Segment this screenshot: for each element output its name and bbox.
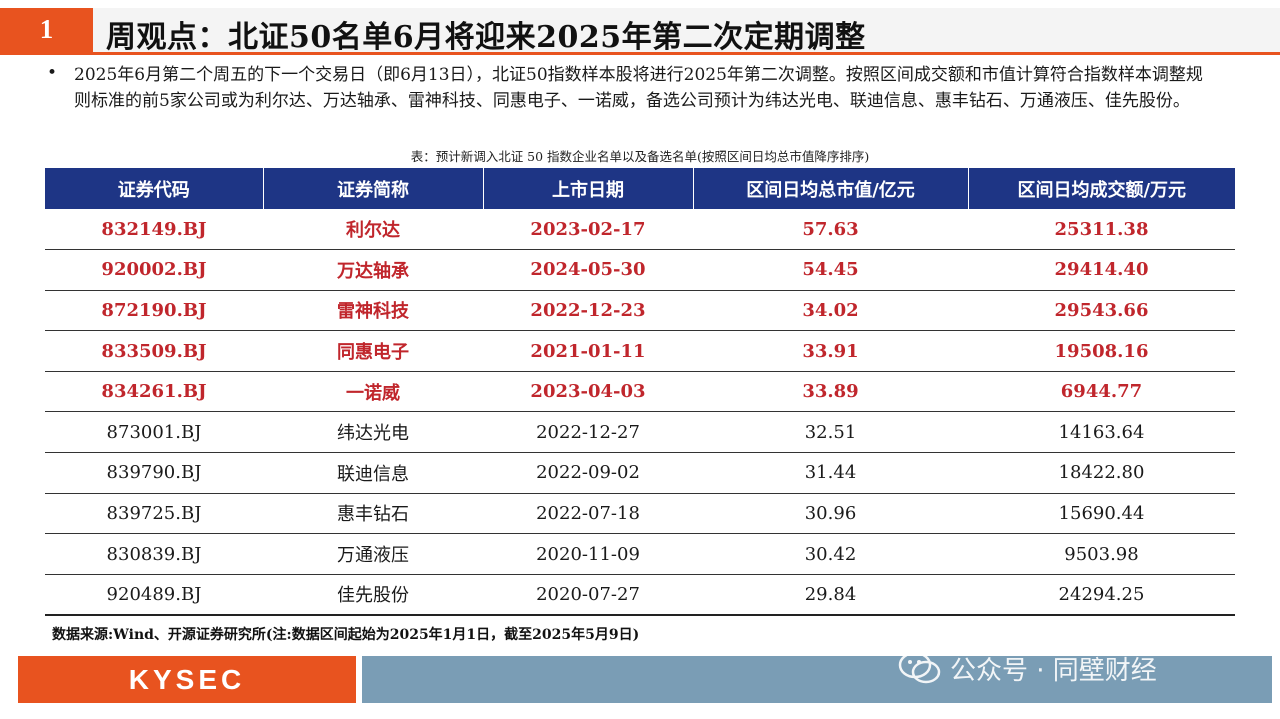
- cell-name: 联迪信息: [263, 452, 483, 494]
- footer-band: [362, 656, 1272, 703]
- header-turnover: 区间日均成交额/万元: [968, 168, 1235, 209]
- table-row: 873001.BJ 纬达光电 2022-12-27 32.51 14163.64: [45, 411, 1235, 454]
- table-caption: 表：预计新调入北证 50 指数企业名单以及备选名单(按照区间日均总市值降序排序): [410, 149, 870, 164]
- cell-code: 834261.BJ: [45, 371, 263, 413]
- cell-market-cap: 29.84: [693, 574, 968, 616]
- cell-market-cap: 31.44: [693, 452, 968, 494]
- table-row: 839790.BJ 联迪信息 2022-09-02 31.44 18422.80: [45, 452, 1235, 494]
- cell-name: 一诺威: [263, 371, 483, 413]
- cell-turnover: 18422.80: [968, 452, 1235, 494]
- page-header: 1 周观点：北证50名单6月将迎来2025年第二次定期调整: [0, 0, 1280, 56]
- table-row: 839725.BJ 惠丰钻石 2022-07-18 30.96 15690.44: [45, 493, 1235, 535]
- cell-market-cap: 32.51: [693, 411, 968, 454]
- cell-date: 2022-07-18: [483, 493, 693, 535]
- cell-market-cap: 33.91: [693, 330, 968, 372]
- cell-date: 2022-12-27: [483, 411, 693, 454]
- cell-name: 雷神科技: [263, 290, 483, 332]
- cell-market-cap: 33.89: [693, 371, 968, 413]
- cell-turnover: 29414.40: [968, 249, 1235, 291]
- table-header-row: 证券代码 证券简称 上市日期 区间日均总市值/亿元 区间日均成交额/万元: [45, 168, 1235, 209]
- cell-date: 2021-01-11: [483, 330, 693, 372]
- header-market-cap: 区间日均总市值/亿元: [693, 168, 969, 209]
- cell-code: 839790.BJ: [45, 452, 263, 494]
- cell-code: 839725.BJ: [45, 493, 263, 535]
- section-number: 1: [39, 14, 54, 44]
- cell-turnover: 15690.44: [968, 493, 1235, 535]
- cell-turnover: 14163.64: [968, 411, 1235, 454]
- title-bar: 周观点：北证50名单6月将迎来2025年第二次定期调整: [93, 8, 1280, 55]
- cell-name: 利尔达: [263, 209, 483, 251]
- cell-date: 2023-04-03: [483, 371, 693, 413]
- wechat-icon: [898, 651, 941, 684]
- cell-turnover: 24294.25: [968, 574, 1235, 616]
- header-divider: [0, 52, 1280, 55]
- cell-market-cap: 30.96: [693, 493, 968, 535]
- cell-turnover: 29543.66: [968, 290, 1235, 332]
- table-row: 832149.BJ 利尔达 2023-02-17 57.63 25311.38: [45, 209, 1235, 251]
- cell-code: 920489.BJ: [45, 574, 263, 616]
- header-code: 证券代码: [45, 168, 264, 209]
- section-number-badge: 1: [0, 8, 93, 52]
- cell-market-cap: 30.42: [693, 533, 968, 575]
- cell-code: 873001.BJ: [45, 411, 263, 454]
- cell-turnover: 25311.38: [968, 209, 1235, 251]
- page-title: 周观点：北证50名单6月将迎来2025年第二次定期调整: [106, 20, 866, 55]
- footer-logo-band: [18, 656, 356, 703]
- kysec-logo: KYSEC: [128, 664, 246, 695]
- cell-date: 2020-11-09: [483, 533, 693, 575]
- cell-date: 2023-02-17: [483, 209, 693, 251]
- header-name: 证券简称: [263, 168, 484, 209]
- watermark: 公众号 · 同壁财经: [898, 648, 1157, 688]
- cell-turnover: 6944.77: [968, 371, 1235, 413]
- cell-market-cap: 34.02: [693, 290, 968, 332]
- table-row: 830839.BJ 万通液压 2020-11-09 30.42 9503.98: [45, 533, 1235, 575]
- cell-name: 万通液压: [263, 533, 483, 575]
- cell-date: 2022-12-23: [483, 290, 693, 332]
- cell-code: 920002.BJ: [45, 249, 263, 291]
- cell-code: 872190.BJ: [45, 290, 263, 332]
- cell-market-cap: 57.63: [693, 209, 968, 251]
- candidate-table: 证券代码 证券简称 上市日期 区间日均总市值/亿元 区间日均成交额/万元 832…: [45, 168, 1235, 616]
- bullet-icon: •: [47, 63, 58, 83]
- cell-code: 830839.BJ: [45, 533, 263, 575]
- cell-code: 833509.BJ: [45, 330, 263, 372]
- cell-name: 同惠电子: [263, 330, 483, 372]
- table-row: 920002.BJ 万达轴承 2024-05-30 54.45 29414.40: [45, 249, 1235, 291]
- cell-date: 2020-07-27: [483, 574, 693, 616]
- table-row: 872190.BJ 雷神科技 2022-12-23 34.02 29543.66: [45, 290, 1235, 332]
- cell-name: 佳先股份: [263, 574, 483, 616]
- table-row: 834261.BJ 一诺威 2023-04-03 33.89 6944.77: [45, 371, 1235, 413]
- cell-market-cap: 54.45: [693, 249, 968, 291]
- cell-name: 纬达光电: [263, 411, 483, 454]
- cell-name: 万达轴承: [263, 249, 483, 291]
- data-source-note: 数据来源:Wind、开源证券研究所(注:数据区间起始为2025年1月1日，截至2…: [52, 627, 640, 643]
- summary-paragraph: 2025年6月第二个周五的下一个交易日（即6月13日），北证50指数样本股将进行…: [74, 65, 1203, 111]
- cell-turnover: 19508.16: [968, 330, 1235, 372]
- cell-name: 惠丰钻石: [263, 493, 483, 535]
- table-row: 920489.BJ 佳先股份 2020-07-27 29.84 24294.25: [45, 574, 1235, 616]
- cell-turnover: 9503.98: [968, 533, 1235, 575]
- watermark-text: 公众号 · 同壁财经: [950, 655, 1157, 686]
- table-row: 833509.BJ 同惠电子 2021-01-11 33.91 19508.16: [45, 330, 1235, 372]
- cell-code: 832149.BJ: [45, 209, 263, 251]
- cell-date: 2022-09-02: [483, 452, 693, 494]
- header-date: 上市日期: [483, 168, 694, 209]
- cell-date: 2024-05-30: [483, 249, 693, 291]
